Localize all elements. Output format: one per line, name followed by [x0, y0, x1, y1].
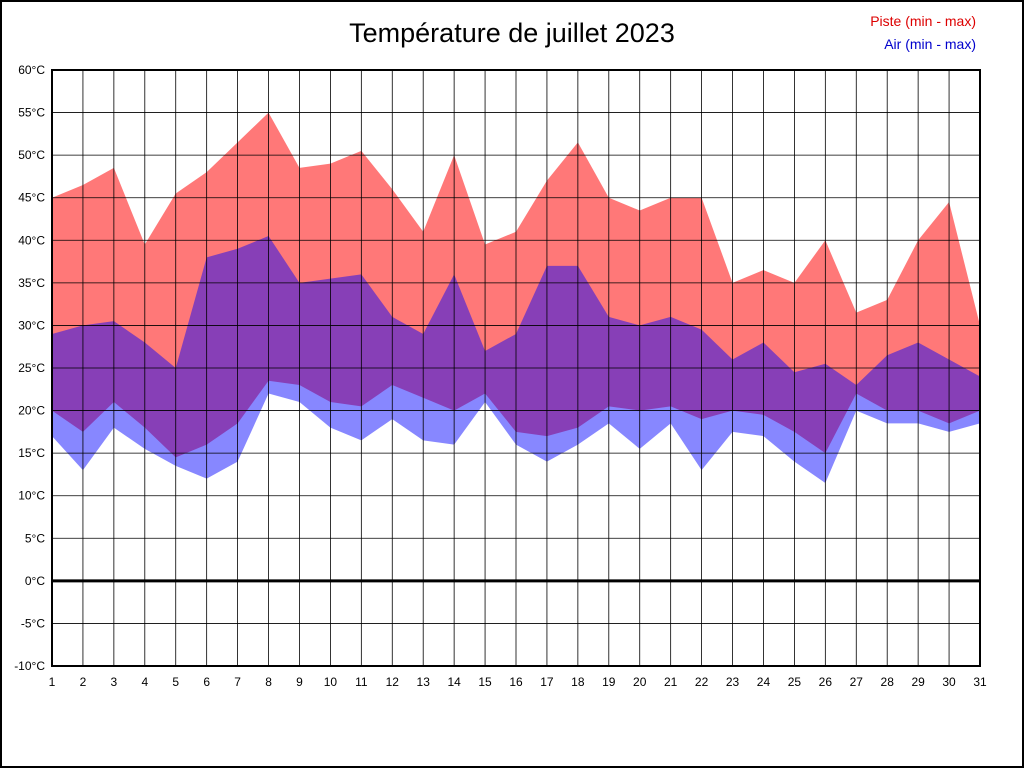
x-tick-label: 16: [509, 675, 523, 689]
x-tick-label: 27: [850, 675, 864, 689]
x-tick-label: 31: [973, 675, 987, 689]
x-tick-label: 8: [265, 675, 272, 689]
y-tick-label: 35°C: [18, 276, 45, 290]
x-tick-label: 24: [757, 675, 771, 689]
x-tick-label: 6: [203, 675, 210, 689]
y-tick-label: -10°C: [14, 659, 45, 673]
x-tick-label: 18: [571, 675, 585, 689]
plot-border: [51, 69, 981, 667]
y-tick-label: 0°C: [25, 574, 45, 588]
x-tick-label: 29: [911, 675, 925, 689]
x-tick-label: 5: [172, 675, 179, 689]
y-tick-label: 25°C: [18, 361, 45, 375]
y-tick-label: 45°C: [18, 191, 45, 205]
y-tick-label: 10°C: [18, 489, 45, 503]
x-tick-label: 9: [296, 675, 303, 689]
x-tick-label: 2: [80, 675, 87, 689]
x-tick-label: 22: [695, 675, 709, 689]
x-tick-label: 7: [234, 675, 241, 689]
x-tick-label: 25: [788, 675, 802, 689]
x-tick-label: 26: [819, 675, 833, 689]
x-tick-label: 17: [540, 675, 554, 689]
x-tick-label: 20: [633, 675, 647, 689]
legend-item-air: Air (min - max): [884, 36, 976, 52]
x-tick-label: 12: [386, 675, 400, 689]
x-tick-label: 11: [355, 675, 368, 689]
y-tick-label: 20°C: [18, 404, 45, 418]
x-tick-label: 1: [49, 675, 56, 689]
y-tick-label: 30°C: [18, 318, 45, 332]
y-tick-label: 40°C: [18, 233, 45, 247]
x-tick-label: 14: [447, 675, 461, 689]
chart-title: Température de juillet 2023: [349, 18, 675, 48]
chart-legend: Piste (min - max) Air (min - max): [870, 10, 976, 56]
y-tick-label: -5°C: [21, 616, 45, 630]
x-tick-label: 10: [324, 675, 338, 689]
y-tick-label: 15°C: [18, 446, 45, 460]
x-tick-label: 4: [141, 675, 148, 689]
y-tick-label: 5°C: [25, 531, 45, 545]
x-tick-label: 13: [417, 675, 431, 689]
legend-item-piste: Piste (min - max): [870, 13, 976, 29]
y-tick-label: 55°C: [18, 106, 45, 120]
x-tick-label: 21: [664, 675, 678, 689]
y-tick-label: 60°C: [18, 63, 45, 77]
x-tick-label: 28: [881, 675, 895, 689]
x-tick-label: 30: [942, 675, 956, 689]
x-tick-label: 3: [111, 675, 118, 689]
x-tick-label: 19: [602, 675, 616, 689]
x-tick-label: 23: [726, 675, 740, 689]
x-tick-label: 15: [478, 675, 492, 689]
y-tick-label: 50°C: [18, 148, 45, 162]
